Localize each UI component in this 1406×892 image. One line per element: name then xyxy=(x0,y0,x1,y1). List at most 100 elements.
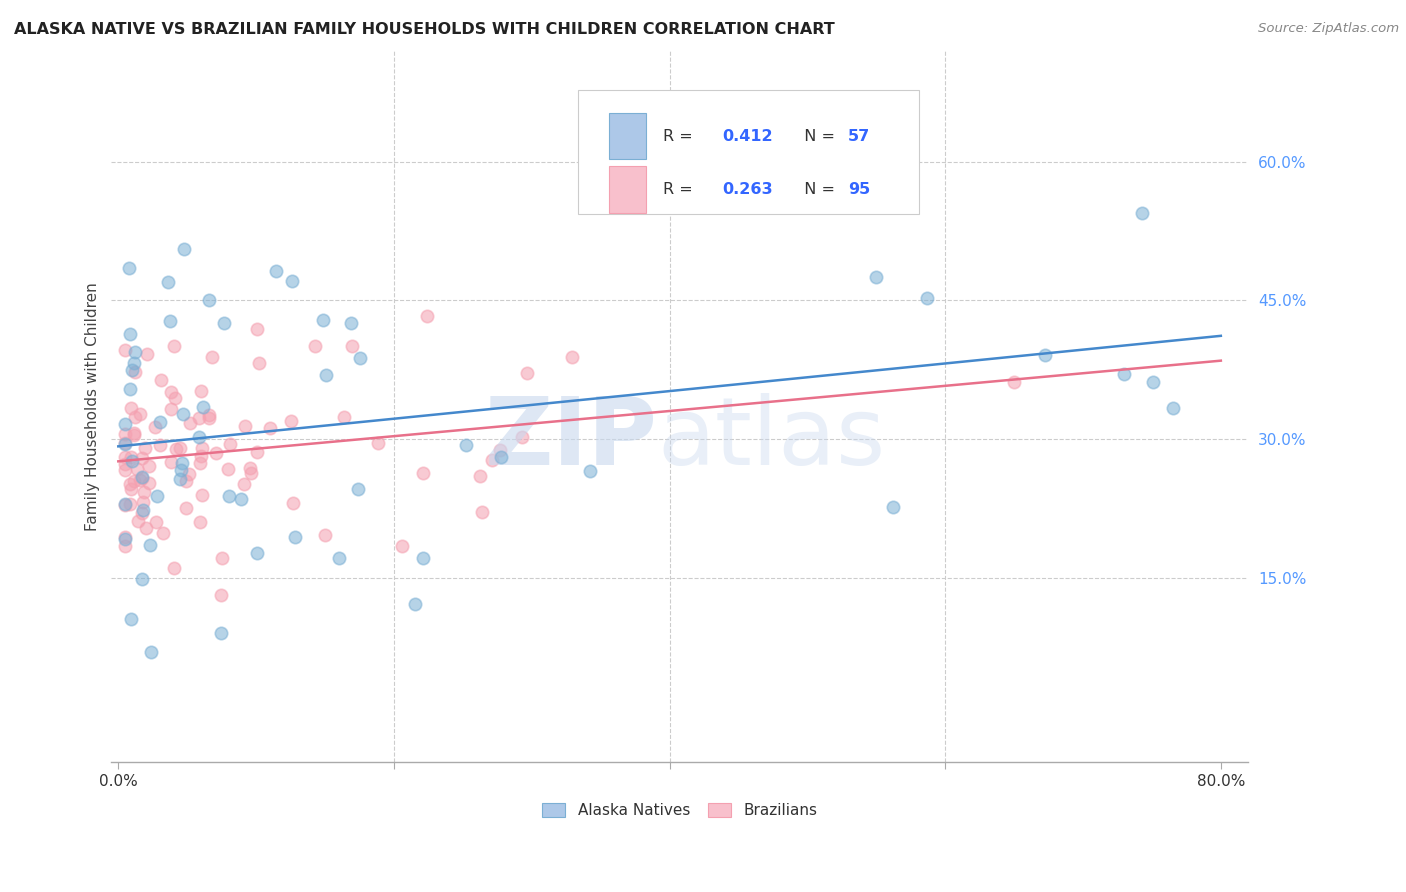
Point xyxy=(118,476,141,491)
Point xyxy=(122,425,145,440)
Point xyxy=(118,326,141,341)
Point xyxy=(120,450,142,464)
Point xyxy=(124,409,146,424)
Point xyxy=(124,365,146,379)
Point xyxy=(127,514,149,528)
Point xyxy=(328,551,350,566)
Point xyxy=(405,597,427,611)
Point xyxy=(122,474,145,488)
Point xyxy=(131,471,153,485)
Point xyxy=(121,362,143,376)
Point xyxy=(190,488,212,502)
Text: 95: 95 xyxy=(848,182,870,197)
Point xyxy=(346,482,368,496)
Point xyxy=(143,420,166,434)
Point xyxy=(259,421,281,435)
Point xyxy=(489,450,512,465)
Text: ZIP: ZIP xyxy=(484,392,657,484)
Point xyxy=(412,551,434,566)
Point xyxy=(138,459,160,474)
Point xyxy=(217,462,239,476)
Point xyxy=(114,533,136,547)
Point xyxy=(233,418,256,433)
Point xyxy=(163,560,186,574)
Point xyxy=(121,454,143,468)
Point xyxy=(118,260,141,275)
Text: N =: N = xyxy=(793,128,839,144)
Point xyxy=(139,538,162,552)
Point xyxy=(114,463,136,477)
Point xyxy=(218,489,240,503)
Point xyxy=(124,428,146,442)
Point xyxy=(391,539,413,553)
Point xyxy=(150,373,173,387)
Point xyxy=(149,438,172,452)
Point xyxy=(114,426,136,441)
Point xyxy=(214,316,236,330)
Point xyxy=(349,351,371,365)
FancyBboxPatch shape xyxy=(578,90,918,214)
Point xyxy=(169,442,191,456)
Point xyxy=(132,502,155,516)
Point xyxy=(201,350,224,364)
Bar xyxy=(609,113,645,160)
Point xyxy=(332,409,354,424)
Text: 0.412: 0.412 xyxy=(723,128,773,144)
Point xyxy=(233,477,256,491)
Point xyxy=(339,316,361,330)
Point xyxy=(1002,375,1025,389)
Point xyxy=(163,339,186,353)
Point xyxy=(266,263,288,277)
Point xyxy=(114,435,136,450)
Point xyxy=(128,473,150,487)
Point xyxy=(481,452,503,467)
Text: R =: R = xyxy=(662,182,697,197)
Point xyxy=(134,441,156,455)
Point xyxy=(160,455,183,469)
Text: atlas: atlas xyxy=(657,392,886,484)
Point xyxy=(131,470,153,484)
Point xyxy=(152,525,174,540)
Point xyxy=(283,496,305,510)
Point xyxy=(114,450,136,464)
Point xyxy=(132,495,155,509)
Point xyxy=(240,466,263,480)
Text: ALASKA NATIVE VS BRAZILIAN FAMILY HOUSEHOLDS WITH CHILDREN CORRELATION CHART: ALASKA NATIVE VS BRAZILIAN FAMILY HOUSEH… xyxy=(14,22,835,37)
Point xyxy=(114,436,136,450)
Point xyxy=(510,430,533,444)
Point xyxy=(187,411,209,425)
Point xyxy=(416,309,439,323)
Point xyxy=(131,506,153,520)
Point xyxy=(170,456,193,470)
Point xyxy=(454,438,477,452)
Point xyxy=(114,458,136,472)
Point xyxy=(191,400,214,414)
Point xyxy=(1161,401,1184,415)
Point xyxy=(114,498,136,512)
Point xyxy=(231,491,253,506)
Point xyxy=(367,436,389,450)
Point xyxy=(190,384,212,398)
Text: Source: ZipAtlas.com: Source: ZipAtlas.com xyxy=(1258,22,1399,36)
Point xyxy=(561,350,583,364)
Point xyxy=(157,275,180,289)
Point xyxy=(173,242,195,256)
Point xyxy=(179,467,201,481)
Point xyxy=(135,521,157,535)
Point xyxy=(198,293,221,307)
Point xyxy=(114,343,136,357)
Point xyxy=(131,450,153,465)
Point xyxy=(209,626,232,640)
Point xyxy=(174,474,197,488)
Point xyxy=(315,368,337,382)
Point xyxy=(284,530,307,544)
Point xyxy=(412,467,434,481)
Point xyxy=(138,476,160,491)
Point xyxy=(169,472,191,486)
Point xyxy=(314,528,336,542)
Point xyxy=(131,572,153,586)
Point xyxy=(149,416,172,430)
Point xyxy=(198,409,221,423)
Point xyxy=(246,321,269,335)
Point xyxy=(114,531,136,545)
